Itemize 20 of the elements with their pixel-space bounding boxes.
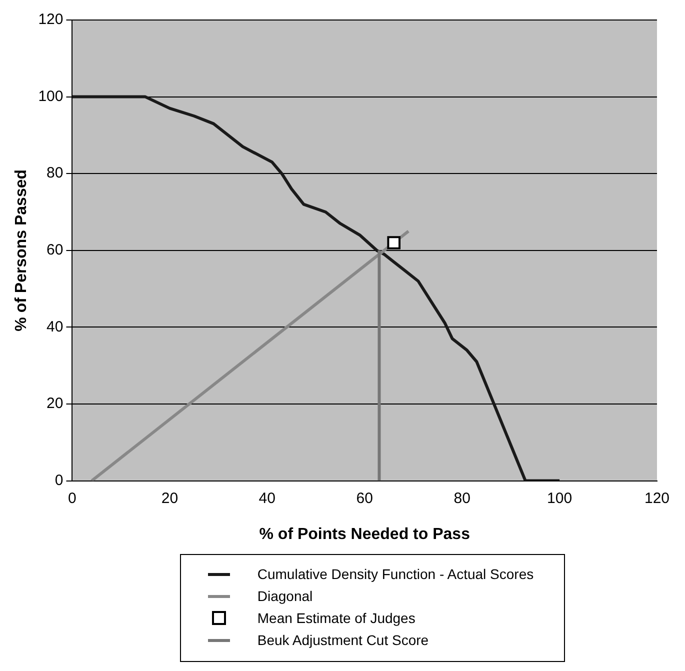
y-tick-label: 60 (46, 242, 64, 259)
y-axis-title: % of Persons Passed (13, 169, 30, 332)
y-tick-label: 0 (54, 472, 64, 489)
y-tick-label: 100 (38, 88, 64, 105)
x-tick-label: 100 (547, 490, 572, 507)
x-tick-label: 40 (258, 490, 276, 507)
legend-label: Diagonal (257, 588, 313, 604)
y-tick-label: 80 (46, 164, 64, 182)
x-tick-label: 120 (644, 490, 670, 507)
x-axis-title: % of Points Needed to Pass (259, 526, 470, 543)
y-tick-label: 40 (46, 318, 64, 336)
y-tick-label: 120 (38, 11, 64, 28)
legend-label: Cumulative Density Function - Actual Scores (257, 566, 534, 582)
legend-label: Mean Estimate of Judges (257, 610, 416, 626)
x-tick-label: 80 (454, 490, 470, 507)
x-tick-label: 20 (161, 490, 178, 507)
x-tick-label: 0 (68, 490, 76, 507)
x-tick-label: 60 (356, 490, 373, 507)
y-tick-label: 20 (46, 395, 64, 412)
legend-label: Beuk Adjustment Cut Score (257, 632, 429, 648)
